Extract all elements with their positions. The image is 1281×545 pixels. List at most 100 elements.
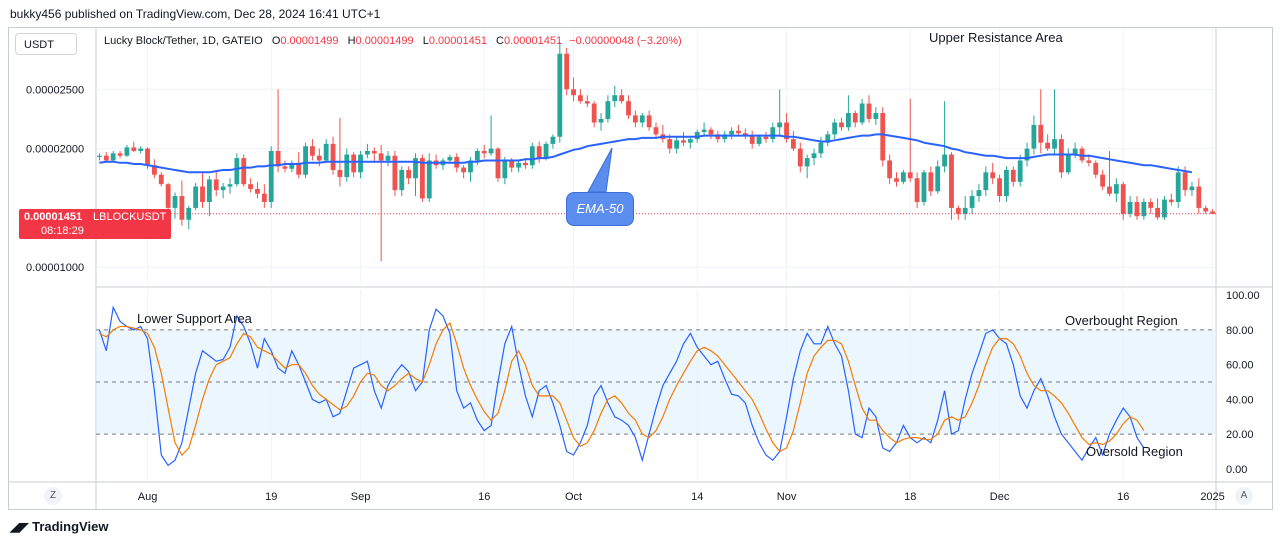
- candle: [220, 183, 226, 199]
- candle-body: [804, 158, 810, 167]
- candle-body: [784, 122, 789, 140]
- candle-body: [165, 184, 171, 208]
- candle-body: [859, 103, 865, 123]
- bar-countdown: 08:18:29: [41, 225, 84, 237]
- candle-body: [488, 148, 494, 154]
- candle-body: [598, 118, 604, 123]
- candle-body: [955, 207, 961, 214]
- candle: [852, 110, 858, 128]
- candle-body: [1031, 124, 1037, 149]
- candle-body: [172, 196, 178, 208]
- candle: [818, 136, 824, 159]
- candle-body: [516, 162, 521, 168]
- candle: [536, 141, 542, 163]
- candle: [399, 166, 405, 197]
- candle: [241, 154, 247, 187]
- ema-callout[interactable]: EMA-50: [566, 192, 634, 226]
- currency-button[interactable]: USDT: [15, 33, 77, 55]
- candle: [914, 172, 920, 208]
- tradingview-brand-text: TradingView: [32, 519, 109, 534]
- candle-body: [619, 95, 625, 102]
- candle-body: [289, 162, 295, 169]
- candle-body: [777, 122, 783, 128]
- candle-body: [261, 193, 267, 202]
- candle-body: [419, 158, 425, 199]
- candle: [138, 146, 144, 154]
- ema-callout-pointer: [587, 147, 613, 193]
- candle: [1203, 205, 1209, 214]
- timezone-toggle-button[interactable]: Z: [44, 487, 62, 505]
- candle: [591, 101, 597, 128]
- candle-body: [179, 196, 185, 220]
- candle: [461, 165, 467, 179]
- candle-body: [935, 166, 941, 192]
- candle-body: [626, 101, 631, 116]
- time-axis-tick: 19: [265, 491, 277, 503]
- candle: [845, 95, 851, 131]
- candle-body: [983, 172, 989, 191]
- candle-body: [385, 155, 391, 161]
- time-axis-tick: 18: [904, 491, 916, 503]
- candle: [935, 160, 941, 194]
- candle-body: [200, 186, 205, 202]
- candle-body: [1024, 148, 1030, 161]
- candle: [158, 172, 164, 187]
- candle: [1134, 196, 1140, 220]
- candle-body: [797, 148, 803, 167]
- candle-body: [1127, 201, 1133, 214]
- candle-body: [358, 154, 363, 173]
- candle-body: [969, 196, 975, 208]
- candle: [378, 145, 384, 262]
- candle: [124, 145, 130, 157]
- candle: [584, 95, 590, 108]
- candle-body: [330, 143, 336, 170]
- candle-body: [997, 178, 1002, 197]
- candle: [715, 130, 721, 143]
- candle: [152, 159, 157, 179]
- auto-scale-button[interactable]: A: [1235, 487, 1253, 505]
- candle: [962, 196, 968, 220]
- overbought-label: Overbought Region: [1065, 313, 1178, 328]
- candle-body: [1155, 207, 1160, 218]
- candle: [97, 153, 102, 161]
- candle-body: [406, 169, 412, 179]
- legend-close: 0.00001451: [503, 35, 563, 47]
- candle-body: [1182, 172, 1188, 191]
- candle-body: [942, 154, 947, 167]
- candle-body: [117, 153, 123, 156]
- candle: [1045, 134, 1051, 151]
- candle-body: [502, 160, 508, 179]
- candle: [261, 184, 267, 208]
- candle: [942, 101, 947, 173]
- candle-body: [1189, 186, 1195, 191]
- osc-axis-tick: 40.00: [1226, 394, 1254, 406]
- candle: [811, 148, 817, 166]
- candle: [598, 113, 604, 131]
- candle: [344, 148, 350, 182]
- candle: [990, 162, 996, 185]
- legend-symbol[interactable]: Lucky Block/Tether, 1D, GATEIO: [104, 35, 263, 47]
- candle-body: [681, 140, 686, 143]
- candle: [997, 174, 1002, 202]
- last-price: 0.00001451: [24, 211, 83, 223]
- candle: [481, 145, 487, 159]
- candle: [866, 95, 872, 123]
- candle-body: [880, 113, 886, 161]
- candle-body: [928, 172, 934, 192]
- candle-body: [1120, 184, 1126, 214]
- candle-body: [770, 127, 776, 140]
- ema-50-line: [99, 133, 1193, 174]
- candle-body: [839, 122, 844, 128]
- candle-body: [1065, 154, 1071, 173]
- osc-axis-tick: 0.00: [1226, 464, 1247, 476]
- candle-body: [1010, 169, 1016, 182]
- candle-body: [1162, 199, 1167, 218]
- candle-body: [282, 166, 288, 169]
- candle: [1113, 178, 1119, 202]
- candle-body: [241, 158, 247, 185]
- candle: [385, 150, 391, 167]
- candle-body: [509, 160, 515, 168]
- candle-body: [715, 134, 721, 140]
- candle: [440, 158, 446, 170]
